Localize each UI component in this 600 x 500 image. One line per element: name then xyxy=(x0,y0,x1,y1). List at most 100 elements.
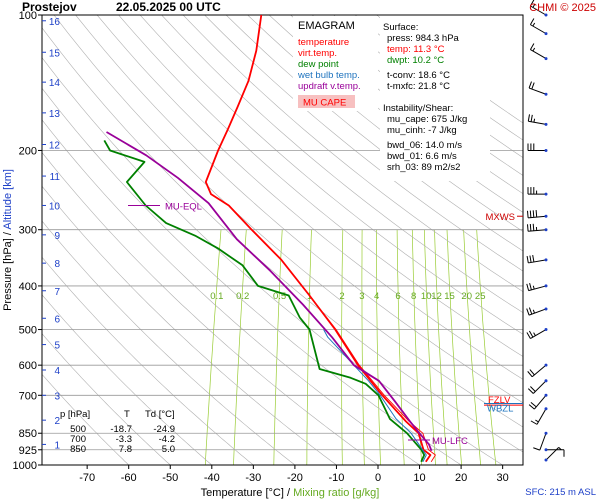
mixing-ratio-label: 20 xyxy=(461,291,472,302)
wind-barb-dot xyxy=(544,379,548,383)
mixing-ratio-labels: 0.1 0.2 0.5 1 2 3 4 6 8 10 12 15 20 25 xyxy=(210,291,485,302)
surface-title: Surface: xyxy=(383,22,418,33)
x-tick-label: -30 xyxy=(245,472,261,484)
mixing-ratio-line xyxy=(204,229,222,465)
pressure-axis-ticks: 100 200 300 400 500 600 700 850 925 1000 xyxy=(13,10,42,472)
wind-barb-dot xyxy=(544,458,548,462)
wind-barb-feather xyxy=(527,210,529,218)
instability-mu-cape: mu_cape: 675 J/kg xyxy=(387,114,467,125)
mixing-ratio-line xyxy=(463,229,482,465)
wind-barb-feather xyxy=(528,330,534,338)
wind-barb-feather xyxy=(532,285,535,290)
wind-barb-feather xyxy=(535,209,538,218)
legend-item-virt-temp: virt.temp. xyxy=(298,48,337,59)
wind-barb xyxy=(529,18,548,36)
altitude-tick-label: 3 xyxy=(54,391,60,402)
mixing-ratio-line xyxy=(424,229,436,465)
station-name: Prostejov xyxy=(22,0,77,14)
mixing-ratio-label: 8 xyxy=(411,291,416,302)
wind-barb xyxy=(527,363,548,378)
wind-barb-staff xyxy=(545,446,560,461)
wind-barb-staff xyxy=(531,364,547,378)
dry-adiabat-line xyxy=(75,15,523,404)
wind-barb-feather xyxy=(532,4,536,8)
altitude-tick-label: 11 xyxy=(50,172,61,183)
pressure-tick-label: 600 xyxy=(19,360,37,372)
pressure-tick-label: 925 xyxy=(19,445,37,457)
altitude-tick-label: 10 xyxy=(49,201,61,212)
instability-bwd01: bwd_01: 6.6 m/s xyxy=(387,151,457,162)
pressure-tick-label: 100 xyxy=(19,10,37,22)
wind-barb-dot xyxy=(544,407,548,411)
wind-barb xyxy=(526,307,548,316)
wind-barb-feather xyxy=(529,255,532,263)
altitude-tick-label: 4 xyxy=(54,366,60,377)
wind-barb-staff xyxy=(528,285,547,292)
wind-barb-feather xyxy=(533,118,536,123)
wind-barb-dot xyxy=(544,328,548,332)
wind-barb-feather xyxy=(529,210,532,218)
instability-title: Instability/Shear: xyxy=(383,103,453,114)
surface-dwpt: dwpt: 10.2 °C xyxy=(387,55,444,66)
table-cell: 850 xyxy=(70,444,86,455)
legend: EMAGRAM temperature virt.temp. dew point… xyxy=(293,16,378,111)
wind-barb-staff xyxy=(530,24,547,35)
altitude-tick-label: 8 xyxy=(54,259,60,270)
x-tick-label: 30 xyxy=(497,472,509,484)
legend-title: EMAGRAM xyxy=(298,20,355,32)
table-cell: -3.3 xyxy=(116,434,132,445)
wind-barb-feather xyxy=(526,332,531,339)
instability-mu-cinh: mu_cinh: -7 J/kg xyxy=(387,125,457,136)
mixing-ratio-label: 25 xyxy=(475,291,486,302)
altitude-tick-label: 16 xyxy=(49,17,61,28)
wind-barb xyxy=(533,431,548,451)
wind-barb xyxy=(526,254,548,264)
wind-barb-staff xyxy=(528,259,547,264)
altitude-tick-label: 7 xyxy=(54,287,60,298)
legend-cape-label: MU CAPE xyxy=(303,98,346,109)
mixing-ratio-line xyxy=(396,229,405,465)
wind-barb-feather xyxy=(533,332,536,336)
wind-barb xyxy=(527,187,548,196)
series-dew-point xyxy=(103,139,426,463)
wind-barb-feather xyxy=(530,420,538,425)
wind-barb-feather xyxy=(535,419,539,423)
wind-barb-feather xyxy=(532,309,535,314)
wind-barb xyxy=(527,209,548,219)
wind-barb-feather xyxy=(526,283,530,291)
wind-barb xyxy=(526,328,548,339)
x-axis-title: Temperature [°C] / Mixing ratio [g/kg] xyxy=(201,487,380,499)
x-tick-label: 20 xyxy=(455,472,467,484)
mxws-label: MXWS xyxy=(485,212,515,223)
wind-barb-feather xyxy=(528,307,533,315)
wind-barb-feather xyxy=(527,114,530,122)
legend-item-dew-point: dew point xyxy=(298,59,339,70)
table-cell: -4.2 xyxy=(159,434,175,445)
mixing-ratio-label: 12 xyxy=(431,291,442,302)
mixing-ratio-label: 10 xyxy=(421,291,432,302)
dry-adiabat-line xyxy=(225,15,523,252)
wind-barb-dot xyxy=(544,393,548,397)
wind-barb-dot xyxy=(544,214,548,218)
legend-item-temperature: temperature xyxy=(298,37,349,48)
wind-barb-feather xyxy=(532,223,535,231)
pressure-tick-label: 200 xyxy=(19,145,37,157)
dry-adiabat-line xyxy=(247,15,523,232)
wind-barb-feather xyxy=(530,402,537,408)
wind-barb-staff xyxy=(539,433,547,451)
pressure-tick-label: 700 xyxy=(19,390,37,402)
wind-barb-feather xyxy=(533,447,540,451)
y-axis-title: Pressure [hPa] / Altitude [km] xyxy=(2,169,14,311)
pressure-tick-label: 850 xyxy=(19,428,37,440)
wind-barb-feather xyxy=(529,43,535,50)
pressure-tick-label: 500 xyxy=(19,325,37,337)
wind-barb xyxy=(529,43,548,61)
sounding-series xyxy=(103,15,436,463)
fzlv-label: FZLV xyxy=(488,395,511,406)
table-cell: -24.9 xyxy=(153,424,175,435)
table-header-t: T xyxy=(124,409,130,420)
wind-barb-dot xyxy=(544,32,548,36)
dry-adiabat-line xyxy=(204,15,523,272)
